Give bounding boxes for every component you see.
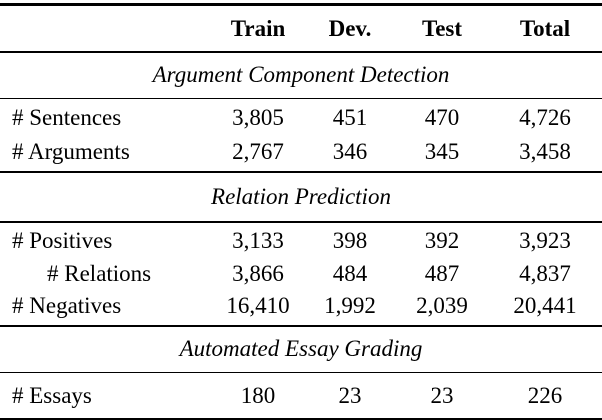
table-row: # Negatives 16,410 1,992 2,039 20,441: [0, 292, 602, 321]
cell-dev: 346: [332, 138, 368, 164]
row-label: # Arguments: [12, 138, 130, 164]
row-label: # Positives: [12, 227, 113, 253]
cell-total: 3,923: [519, 227, 571, 253]
table-row: # Arguments 2,767 346 345 3,458: [0, 137, 602, 166]
block-separator-rule: [0, 324, 602, 327]
row-label: # Negatives: [12, 293, 122, 319]
section-title-argument-component-detection: Argument Component Detection: [152, 62, 450, 87]
section-title-automated-essay-grading: Automated Essay Grading: [179, 336, 423, 361]
cell-train: 16,410: [226, 293, 290, 319]
column-header-test: Test: [421, 15, 463, 41]
row-label-indented: # Relations: [47, 260, 152, 286]
section-rule: [0, 371, 602, 373]
row-label: # Essays: [12, 382, 92, 408]
cell-total: 20,441: [513, 293, 577, 319]
cell-dev: 484: [332, 260, 368, 286]
table-row: # Relations 3,866 484 487 4,837: [0, 259, 602, 288]
cell-dev: 398: [332, 227, 368, 253]
cell-test: 2,039: [416, 293, 468, 319]
cell-train: 3,133: [232, 227, 284, 253]
section-block-relation-prediction: # Positives 3,133 398 392 3,923 # Relati…: [0, 223, 602, 325]
section-rule: [0, 221, 602, 223]
cell-dev: 1,992: [324, 293, 376, 319]
cell-total: 4,837: [519, 260, 571, 286]
cell-dev: 23: [338, 382, 362, 408]
cell-train: 3,866: [232, 260, 284, 286]
cell-test: 23: [430, 382, 454, 408]
section-block-automated-essay-grading: # Essays 180 23 23 226: [0, 373, 602, 418]
cell-dev: 451: [332, 105, 368, 131]
block-separator-rule: [0, 171, 602, 173]
cell-total: 226: [527, 382, 563, 408]
section-title-relation-prediction: Relation Prediction: [211, 184, 391, 209]
table-row: # Positives 3,133 398 392 3,923: [0, 226, 602, 255]
table-row: # Sentences 3,805 451 470 4,726: [0, 104, 602, 133]
cell-train: 180: [240, 382, 276, 408]
cell-total: 4,726: [519, 105, 571, 131]
table-row: # Essays 180 23 23 226: [0, 381, 602, 410]
cell-total: 3,458: [519, 138, 571, 164]
column-header-dev: Dev.: [328, 15, 372, 41]
cell-test: 345: [424, 138, 460, 164]
cell-train: 2,767: [232, 138, 284, 164]
cell-test: 392: [424, 227, 460, 253]
column-header-train: Train: [230, 15, 286, 41]
section-rule: [0, 97, 602, 99]
cell-test: 470: [424, 105, 460, 131]
bottom-rule: [0, 418, 602, 420]
top-rule: [0, 3, 602, 6]
section-block-argument-component-detection: # Sentences 3,805 451 470 4,726 # Argume…: [0, 99, 602, 171]
column-header-total: Total: [519, 15, 571, 41]
cell-train: 3,805: [232, 105, 284, 131]
cell-test: 487: [424, 260, 460, 286]
table-header-row: Train Dev. Test Total: [0, 6, 602, 51]
header-rule: [0, 51, 602, 53]
row-label: # Sentences: [12, 105, 122, 131]
